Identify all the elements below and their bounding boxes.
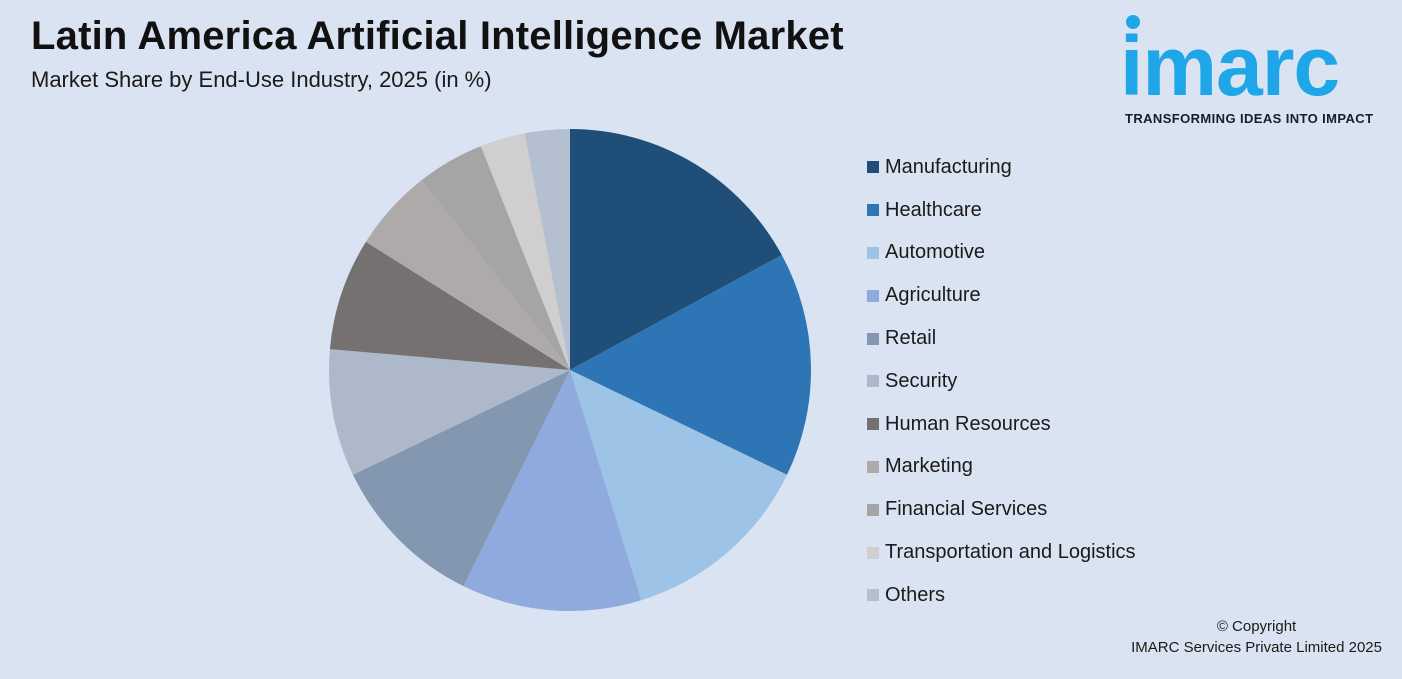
legend-item: Human Resources: [867, 403, 1136, 446]
legend-swatch: [867, 375, 879, 388]
legend-swatch: [867, 332, 879, 345]
legend-item: Manufacturing: [867, 146, 1136, 189]
legend-swatch: [867, 460, 879, 473]
legend-label: Retail: [885, 327, 937, 350]
legend-item: Transportation and Logistics: [867, 531, 1136, 574]
legend-item: Others: [867, 574, 1136, 617]
logo-dot-icon: [1126, 15, 1140, 29]
legend-item: Automotive: [867, 232, 1136, 275]
pie-slice-transportation-and-logistics: [480, 133, 570, 370]
copyright-notice: © Copyright IMARC Services Private Limit…: [1131, 616, 1382, 658]
legend-label: Automotive: [885, 241, 986, 264]
copyright-line-2: IMARC Services Private Limited 2025: [1131, 639, 1382, 656]
pie-slice-automotive: [570, 370, 788, 601]
legend-item: Marketing: [867, 446, 1136, 489]
chart-title: Latin America Artificial Intelligence Ma…: [31, 14, 844, 58]
legend-swatch: [867, 246, 879, 259]
legend-swatch: [867, 161, 879, 174]
pie-slice-financial-services: [421, 146, 570, 370]
legend-label: Human Resources: [885, 412, 1051, 435]
pie-slice-manufacturing: [570, 129, 782, 370]
imarc-logo: imarc TRANSFORMING IDEAS INTO IMPACT: [1118, 12, 1392, 130]
legend-label: Transportation and Logistics: [885, 541, 1136, 564]
legend-swatch: [867, 289, 879, 302]
pie-chart: [329, 129, 811, 611]
pie-slice-retail: [352, 370, 570, 587]
legend-item: Healthcare: [867, 189, 1136, 232]
pie-slice-agriculture: [463, 370, 642, 611]
legend-label: Financial Services: [885, 498, 1048, 521]
legend-swatch: [867, 546, 879, 559]
legend-item: Retail: [867, 317, 1136, 360]
legend-label: Marketing: [885, 455, 973, 478]
pie-slice-security: [329, 349, 570, 475]
chart-legend: Manufacturing Healthcare Automotive Agricul…: [867, 146, 1136, 617]
legend-swatch: [867, 503, 879, 516]
legend-label: Agriculture: [885, 284, 981, 307]
logo-tagline: TRANSFORMING IDEAS INTO IMPACT: [1125, 111, 1374, 126]
legend-swatch: [867, 204, 879, 217]
legend-label: Healthcare: [885, 198, 982, 221]
legend-label: Others: [885, 583, 946, 606]
pie-slice-others: [524, 129, 570, 370]
legend-item: Financial Services: [867, 488, 1136, 531]
copyright-line-1: © Copyright: [1216, 618, 1297, 635]
legend-swatch: [867, 418, 879, 431]
legend-label: Security: [885, 369, 958, 392]
legend-label: Manufacturing: [885, 155, 1012, 178]
pie-slice-healthcare: [570, 255, 811, 475]
pie-slice-marketing: [365, 180, 570, 370]
logo-wordmark: imarc: [1120, 19, 1340, 113]
legend-swatch: [867, 589, 879, 602]
legend-item: Security: [867, 360, 1136, 403]
chart-subtitle: Market Share by End-Use Industry, 2025 (…: [31, 67, 492, 92]
legend-item: Agriculture: [867, 274, 1136, 317]
pie-slice-human-resources: [329, 241, 570, 370]
